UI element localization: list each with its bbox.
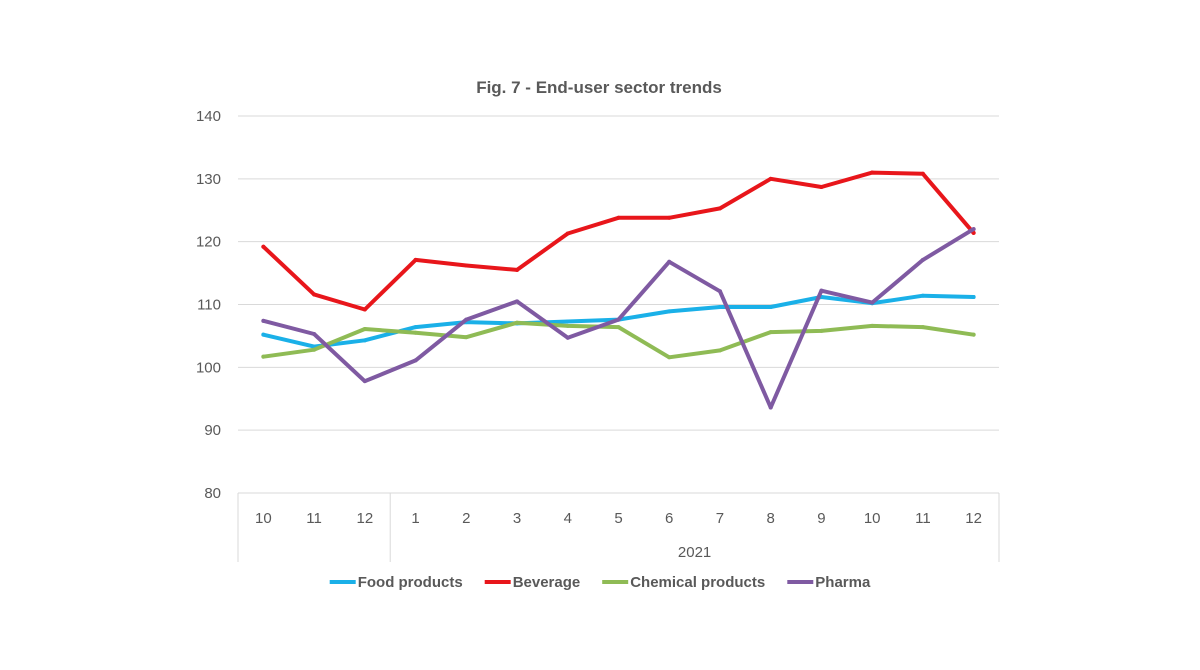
data-point — [565, 319, 570, 324]
data-point — [464, 263, 469, 268]
legend: Food products Beverage Chemical products Ph… — [329, 574, 871, 591]
x-tick-label: 6 — [665, 510, 673, 527]
series-line-beverage — [261, 170, 976, 312]
y-tick-label: 140 — [196, 108, 221, 125]
data-point — [312, 347, 317, 352]
legend-label: Beverage — [513, 574, 581, 591]
y-tick-label: 120 — [196, 234, 221, 251]
data-point — [413, 358, 418, 363]
legend-label: Chemical products — [630, 574, 765, 591]
y-tick-label: 130 — [196, 171, 221, 188]
x-tick-label: 10 — [864, 510, 881, 527]
data-point — [920, 293, 925, 298]
data-point — [413, 325, 418, 330]
x-tick-label: 10 — [255, 510, 272, 527]
data-point — [971, 227, 976, 232]
data-point — [464, 335, 469, 340]
x-tick-label: 11 — [915, 510, 931, 527]
data-point — [413, 257, 418, 262]
legend-item: Beverage — [484, 574, 581, 591]
data-point — [768, 176, 773, 181]
data-point — [717, 305, 722, 310]
data-point — [261, 332, 266, 337]
legend-label: Food products — [358, 574, 463, 591]
chart-title: Fig. 7 - End-user sector trends — [476, 78, 722, 97]
x-tick-label: 4 — [564, 510, 572, 527]
data-point — [819, 328, 824, 333]
data-point — [768, 405, 773, 410]
data-point — [565, 231, 570, 236]
data-point — [717, 289, 722, 294]
x-tick-label: 9 — [817, 510, 825, 527]
data-point — [870, 170, 875, 175]
x-tick-label: 11 — [306, 510, 322, 527]
data-point — [819, 288, 824, 293]
legend-item: Chemical products — [602, 574, 765, 591]
data-point — [362, 338, 367, 343]
data-point — [819, 185, 824, 190]
data-point — [261, 354, 266, 359]
data-point — [971, 332, 976, 337]
data-point — [515, 267, 520, 272]
data-point — [768, 330, 773, 335]
legend-item: Pharma — [787, 574, 871, 591]
x-tick-label: 8 — [767, 510, 775, 527]
series-chemical-products — [261, 320, 976, 360]
y-axis-ticks: 80 90 100 110 120 130 140 — [196, 108, 221, 502]
y-tick-label: 90 — [204, 422, 221, 439]
data-point — [768, 305, 773, 310]
data-point — [717, 206, 722, 211]
data-point — [616, 317, 621, 322]
data-point — [515, 320, 520, 325]
data-point — [312, 332, 317, 337]
data-point — [362, 327, 367, 332]
data-point — [261, 318, 266, 323]
data-point — [565, 335, 570, 340]
data-point — [667, 259, 672, 264]
data-point — [362, 307, 367, 312]
x-group-label: 2021 — [678, 544, 711, 561]
data-point — [312, 292, 317, 297]
data-point — [413, 330, 418, 335]
gridlines — [238, 115, 999, 494]
data-point — [616, 215, 621, 220]
legend-item: Food products — [329, 574, 463, 591]
data-point — [920, 325, 925, 330]
x-tick-label: 7 — [716, 510, 724, 527]
data-point — [261, 244, 266, 249]
y-tick-label: 110 — [197, 297, 221, 314]
data-point — [870, 300, 875, 305]
x-tick-label: 5 — [614, 510, 622, 527]
y-tick-label: 80 — [204, 485, 221, 502]
data-point — [920, 171, 925, 176]
x-tick-label: 2 — [462, 510, 470, 527]
data-point — [515, 299, 520, 304]
data-point — [667, 309, 672, 314]
data-point — [667, 355, 672, 360]
x-tick-label: 3 — [513, 510, 521, 527]
x-tick-label: 12 — [356, 510, 373, 527]
legend-label: Pharma — [815, 574, 871, 591]
data-point — [362, 379, 367, 384]
y-tick-label: 100 — [196, 359, 221, 376]
data-point — [920, 257, 925, 262]
data-point — [464, 317, 469, 322]
data-point — [971, 294, 976, 299]
data-point — [565, 323, 570, 328]
data-point — [667, 215, 672, 220]
data-point — [616, 325, 621, 330]
data-point — [870, 323, 875, 328]
data-point — [717, 348, 722, 353]
x-tick-label: 12 — [965, 510, 982, 527]
plot-area — [261, 170, 976, 410]
series-pharma — [261, 227, 976, 410]
series-beverage — [261, 170, 976, 312]
x-tick-label: 1 — [411, 510, 419, 527]
